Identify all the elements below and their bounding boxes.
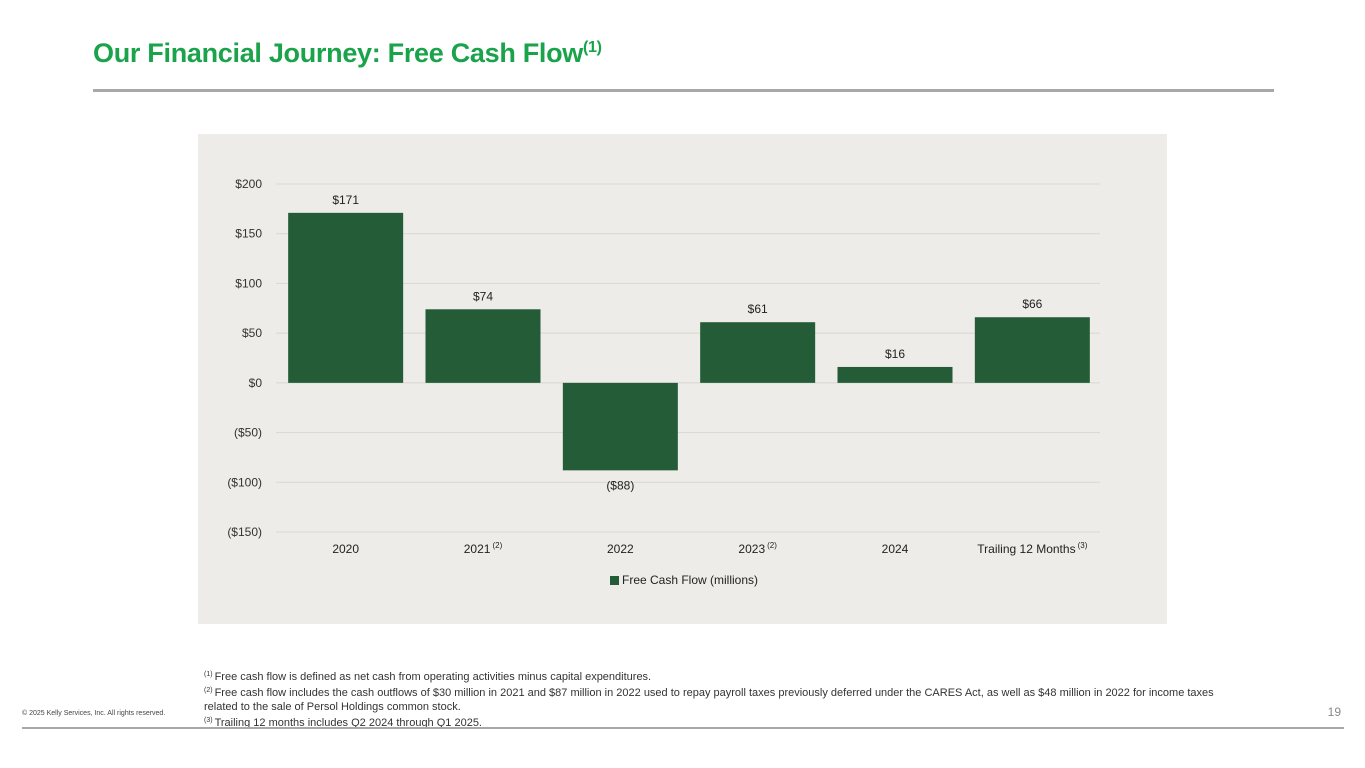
y-tick-label: ($50)	[234, 426, 262, 440]
footnote-2-text: Free cash flow includes the cash outflow…	[204, 687, 1214, 713]
y-tick-label: $50	[242, 326, 262, 340]
chart-panel: $200 $150 $100 $50 $0 ($50) ($100) ($150) $171 20…	[198, 134, 1167, 624]
data-label: $66	[1022, 297, 1042, 311]
data-label: ($88)	[606, 478, 634, 492]
y-tick-label: $0	[249, 376, 263, 390]
footnote-3-text: Trailing 12 months includes Q2 2024 thro…	[214, 717, 482, 729]
x-tick-label: 2020	[332, 542, 359, 556]
page-title: Our Financial Journey: Free Cash Flow(1)	[93, 38, 602, 69]
data-label: $171	[332, 193, 359, 207]
footnote-2: (2) Free cash flow includes the cash outf…	[204, 684, 1224, 714]
x-tick-label: 2022	[607, 542, 634, 556]
legend-swatch	[610, 576, 619, 585]
page-title-text: Our Financial Journey: Free Cash Flow	[93, 38, 584, 68]
y-tick-label: ($150)	[227, 525, 262, 539]
data-label: $61	[748, 302, 768, 316]
legend-label: Free Cash Flow (millions)	[622, 573, 758, 587]
y-tick-label: ($100)	[227, 475, 262, 489]
bar	[974, 317, 1090, 383]
y-tick-label: $100	[235, 276, 262, 290]
data-label: $74	[473, 289, 493, 303]
x-tick-label: 2024	[882, 542, 909, 556]
footnotes: (1) Free cash flow is defined as net cash…	[204, 668, 1224, 730]
footnote-3-marker: (3)	[204, 717, 213, 724]
title-divider	[93, 89, 1274, 92]
free-cash-flow-chart: $200 $150 $100 $50 $0 ($50) ($100) ($150) $171 20…	[227, 177, 1100, 587]
footnote-3: (3) Trailing 12 months includes Q2 2024 t…	[204, 714, 1224, 730]
bar	[837, 366, 953, 383]
y-tick-label: $200	[235, 177, 262, 191]
page-title-footnote: (1)	[583, 39, 602, 56]
x-tick-label: 2021 (2)	[464, 541, 503, 556]
footer-divider	[22, 727, 1344, 729]
bar	[700, 322, 816, 383]
footnote-1-marker: (1)	[204, 671, 213, 678]
bar	[425, 309, 541, 383]
copyright: © 2025 Kelly Services, Inc. All rights r…	[22, 710, 166, 717]
footnote-1: (1) Free cash flow is defined as net cash…	[204, 668, 1224, 684]
x-tick-label: 2023 (2)	[738, 541, 777, 556]
page-number: 19	[1327, 705, 1341, 719]
footnote-2-marker: (2)	[204, 687, 213, 694]
footnote-1-text: Free cash flow is defined as net cash fr…	[214, 671, 652, 683]
x-tick-label: Trailing 12 Months (3)	[977, 541, 1087, 556]
bar	[562, 382, 678, 471]
data-label: $16	[885, 347, 905, 361]
y-tick-label: $150	[235, 227, 262, 241]
bar	[288, 212, 404, 383]
